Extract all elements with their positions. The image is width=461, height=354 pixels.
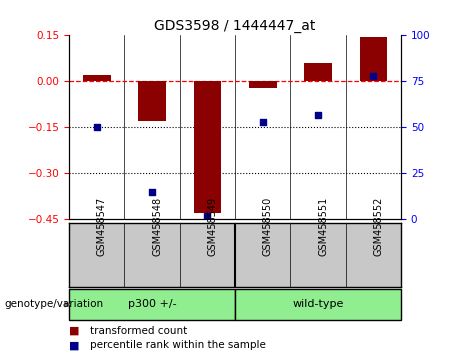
Title: GDS3598 / 1444447_at: GDS3598 / 1444447_at xyxy=(154,19,316,33)
FancyBboxPatch shape xyxy=(69,289,235,320)
Text: ■: ■ xyxy=(69,326,83,336)
Point xyxy=(259,119,266,125)
Text: GSM458550: GSM458550 xyxy=(263,196,273,256)
Text: wild-type: wild-type xyxy=(292,299,344,309)
Text: genotype/variation: genotype/variation xyxy=(5,299,104,309)
Point xyxy=(314,112,322,118)
Bar xyxy=(249,81,277,87)
Point xyxy=(93,125,100,130)
Point xyxy=(204,213,211,219)
Bar xyxy=(360,37,387,81)
Text: percentile rank within the sample: percentile rank within the sample xyxy=(90,340,266,350)
Text: GSM458547: GSM458547 xyxy=(97,196,107,256)
Text: transformed count: transformed count xyxy=(90,326,187,336)
Text: p300 +/-: p300 +/- xyxy=(128,299,177,309)
Text: GSM458548: GSM458548 xyxy=(152,196,162,256)
Text: GSM458552: GSM458552 xyxy=(373,196,384,256)
Text: GSM458549: GSM458549 xyxy=(207,196,218,256)
Point xyxy=(148,189,156,195)
Bar xyxy=(194,81,221,213)
Text: GSM458551: GSM458551 xyxy=(318,196,328,256)
Bar xyxy=(304,63,332,81)
Text: ■: ■ xyxy=(69,340,83,350)
Bar xyxy=(138,81,166,121)
Bar xyxy=(83,75,111,81)
FancyBboxPatch shape xyxy=(235,289,401,320)
Point xyxy=(370,73,377,79)
